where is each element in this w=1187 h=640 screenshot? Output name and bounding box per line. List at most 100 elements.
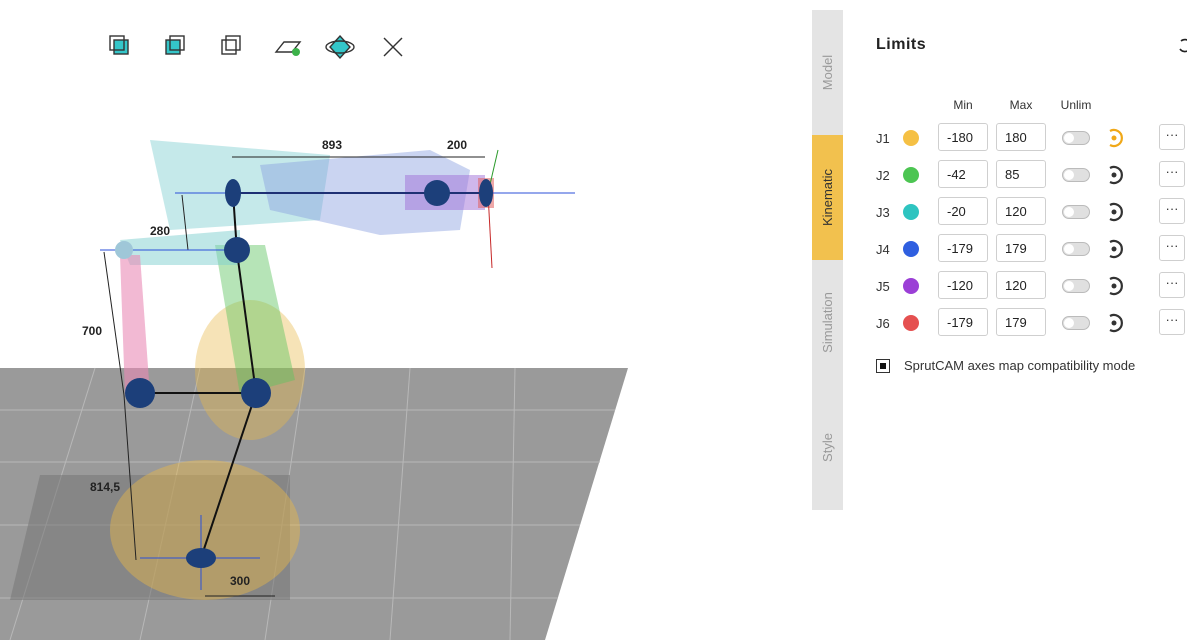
joint-color bbox=[903, 204, 919, 220]
view-side[interactable] bbox=[221, 35, 241, 55]
joint-color bbox=[903, 278, 919, 294]
checkbox-label: SprutCAM axes map compatibility mode bbox=[904, 358, 1136, 373]
icon-arc bbox=[1109, 128, 1123, 148]
min-input[interactable]: -120 bbox=[938, 271, 988, 299]
max-input[interactable]: 120 bbox=[996, 197, 1046, 225]
dimension-label: 700 bbox=[82, 324, 102, 338]
icon-arc bbox=[1109, 202, 1123, 222]
joint-label: J2 bbox=[876, 168, 890, 183]
min-input[interactable]: -20 bbox=[938, 197, 988, 225]
tab-label: Kinematic bbox=[820, 168, 836, 227]
joint-label: J1 bbox=[876, 131, 890, 146]
joint-label: J4 bbox=[876, 242, 890, 257]
robot-link bbox=[120, 255, 150, 395]
joint-label: J6 bbox=[876, 316, 890, 331]
unlim-toggle[interactable] bbox=[1062, 131, 1090, 145]
tab[interactable]: Model bbox=[812, 10, 843, 135]
icon-arc bbox=[1109, 313, 1123, 333]
joint-row: J5 -120 120 ··· bbox=[843, 271, 1187, 301]
robot-j3 bbox=[120, 230, 240, 265]
joint-row: J2 -42 85 ··· bbox=[843, 160, 1187, 190]
icon-dot bbox=[1111, 172, 1117, 178]
joint-color bbox=[903, 315, 919, 331]
max-input[interactable]: 120 bbox=[996, 271, 1046, 299]
robot-arm bbox=[150, 140, 330, 230]
icon-dot bbox=[1111, 320, 1117, 326]
unlim-toggle[interactable] bbox=[1062, 316, 1090, 330]
more-button[interactable]: ··· bbox=[1159, 124, 1185, 150]
base-block bbox=[10, 475, 290, 600]
view-top[interactable] bbox=[165, 35, 185, 55]
joint-row: J3 -20 120 ··· bbox=[843, 197, 1187, 227]
joint-icon[interactable] bbox=[1105, 128, 1125, 148]
view-fit[interactable] bbox=[383, 37, 403, 57]
icon-arc bbox=[1109, 276, 1123, 296]
more-button[interactable]: ··· bbox=[1159, 235, 1185, 261]
dimension-lines bbox=[103, 156, 485, 597]
min-input[interactable]: -179 bbox=[938, 308, 988, 336]
max-input[interactable]: 179 bbox=[996, 234, 1046, 262]
tab[interactable]: Simulation bbox=[812, 260, 843, 385]
icon-dot bbox=[1111, 246, 1117, 252]
tab[interactable]: Style bbox=[812, 385, 843, 510]
dimension-label: 814,5 bbox=[90, 480, 120, 494]
max-input[interactable]: 179 bbox=[996, 308, 1046, 336]
icon-dot bbox=[1111, 209, 1117, 215]
joint-icon[interactable] bbox=[1105, 276, 1125, 296]
more-button[interactable]: ··· bbox=[1159, 198, 1185, 224]
max-input[interactable]: 180 bbox=[996, 123, 1046, 151]
min-input[interactable]: -42 bbox=[938, 160, 988, 188]
icon-dot bbox=[1111, 283, 1117, 289]
view-orbit[interactable] bbox=[325, 34, 355, 60]
min-input[interactable]: -179 bbox=[938, 234, 988, 262]
joint-label: J3 bbox=[876, 205, 890, 220]
joint-row: J6 -179 179 ··· bbox=[843, 308, 1187, 338]
joint-row: J4 -179 179 ··· bbox=[843, 234, 1187, 264]
tab-label: Model bbox=[820, 54, 836, 91]
robot-j1 bbox=[195, 300, 305, 440]
unlim-toggle[interactable] bbox=[1062, 242, 1090, 256]
joint-icon[interactable] bbox=[1105, 165, 1125, 185]
toolbar bbox=[109, 34, 403, 60]
column-header: Max bbox=[1009, 98, 1033, 112]
tab[interactable]: Kinematic bbox=[812, 135, 843, 260]
compat-checkbox[interactable]: SprutCAM axes map compatibility mode bbox=[876, 358, 1135, 373]
unlim-toggle[interactable] bbox=[1062, 205, 1090, 219]
joint-color bbox=[903, 130, 919, 146]
tab-label: Style bbox=[820, 433, 835, 462]
unlim-toggle[interactable] bbox=[1062, 168, 1090, 182]
viewport: 893 200 280 700 814,5 300 bbox=[0, 34, 628, 640]
max-input[interactable]: 85 bbox=[996, 160, 1046, 188]
dimension-label: 200 bbox=[447, 138, 467, 152]
dimension-label: 280 bbox=[150, 224, 170, 238]
unlim-toggle[interactable] bbox=[1062, 279, 1090, 293]
more-button[interactable]: ··· bbox=[1159, 161, 1185, 187]
robot-j2 bbox=[215, 245, 295, 395]
joint-color bbox=[903, 241, 919, 257]
tab-bar: Model Kinematic Simulation Style bbox=[812, 10, 843, 510]
column-header: Min bbox=[953, 98, 973, 112]
joint-icon[interactable] bbox=[1105, 202, 1125, 222]
icon-dot bbox=[1111, 135, 1117, 141]
joint-color bbox=[903, 167, 919, 183]
icon-arc bbox=[1109, 165, 1123, 185]
reset-button[interactable] bbox=[1177, 38, 1187, 54]
dimension-label: 300 bbox=[230, 574, 250, 588]
panel-title: Limits bbox=[876, 36, 927, 53]
more-button[interactable]: ··· bbox=[1159, 272, 1185, 298]
view-front[interactable] bbox=[109, 35, 129, 55]
joint-label: J5 bbox=[876, 279, 890, 294]
icon-arc bbox=[1109, 239, 1123, 259]
more-button[interactable]: ··· bbox=[1159, 309, 1185, 335]
robot-base bbox=[110, 460, 300, 600]
joint-row: J1 -180 180 ··· bbox=[843, 123, 1187, 153]
view-plane[interactable] bbox=[274, 41, 302, 56]
tab-label: Simulation bbox=[820, 292, 836, 353]
joint-icon[interactable] bbox=[1105, 239, 1125, 259]
min-input[interactable]: -180 bbox=[938, 123, 988, 151]
dimension-label: 893 bbox=[322, 138, 342, 152]
joints bbox=[115, 179, 493, 568]
limits-panel: Limits SprutCAM axes map compatibility m… bbox=[843, 0, 1187, 640]
joint-icon[interactable] bbox=[1105, 313, 1125, 333]
